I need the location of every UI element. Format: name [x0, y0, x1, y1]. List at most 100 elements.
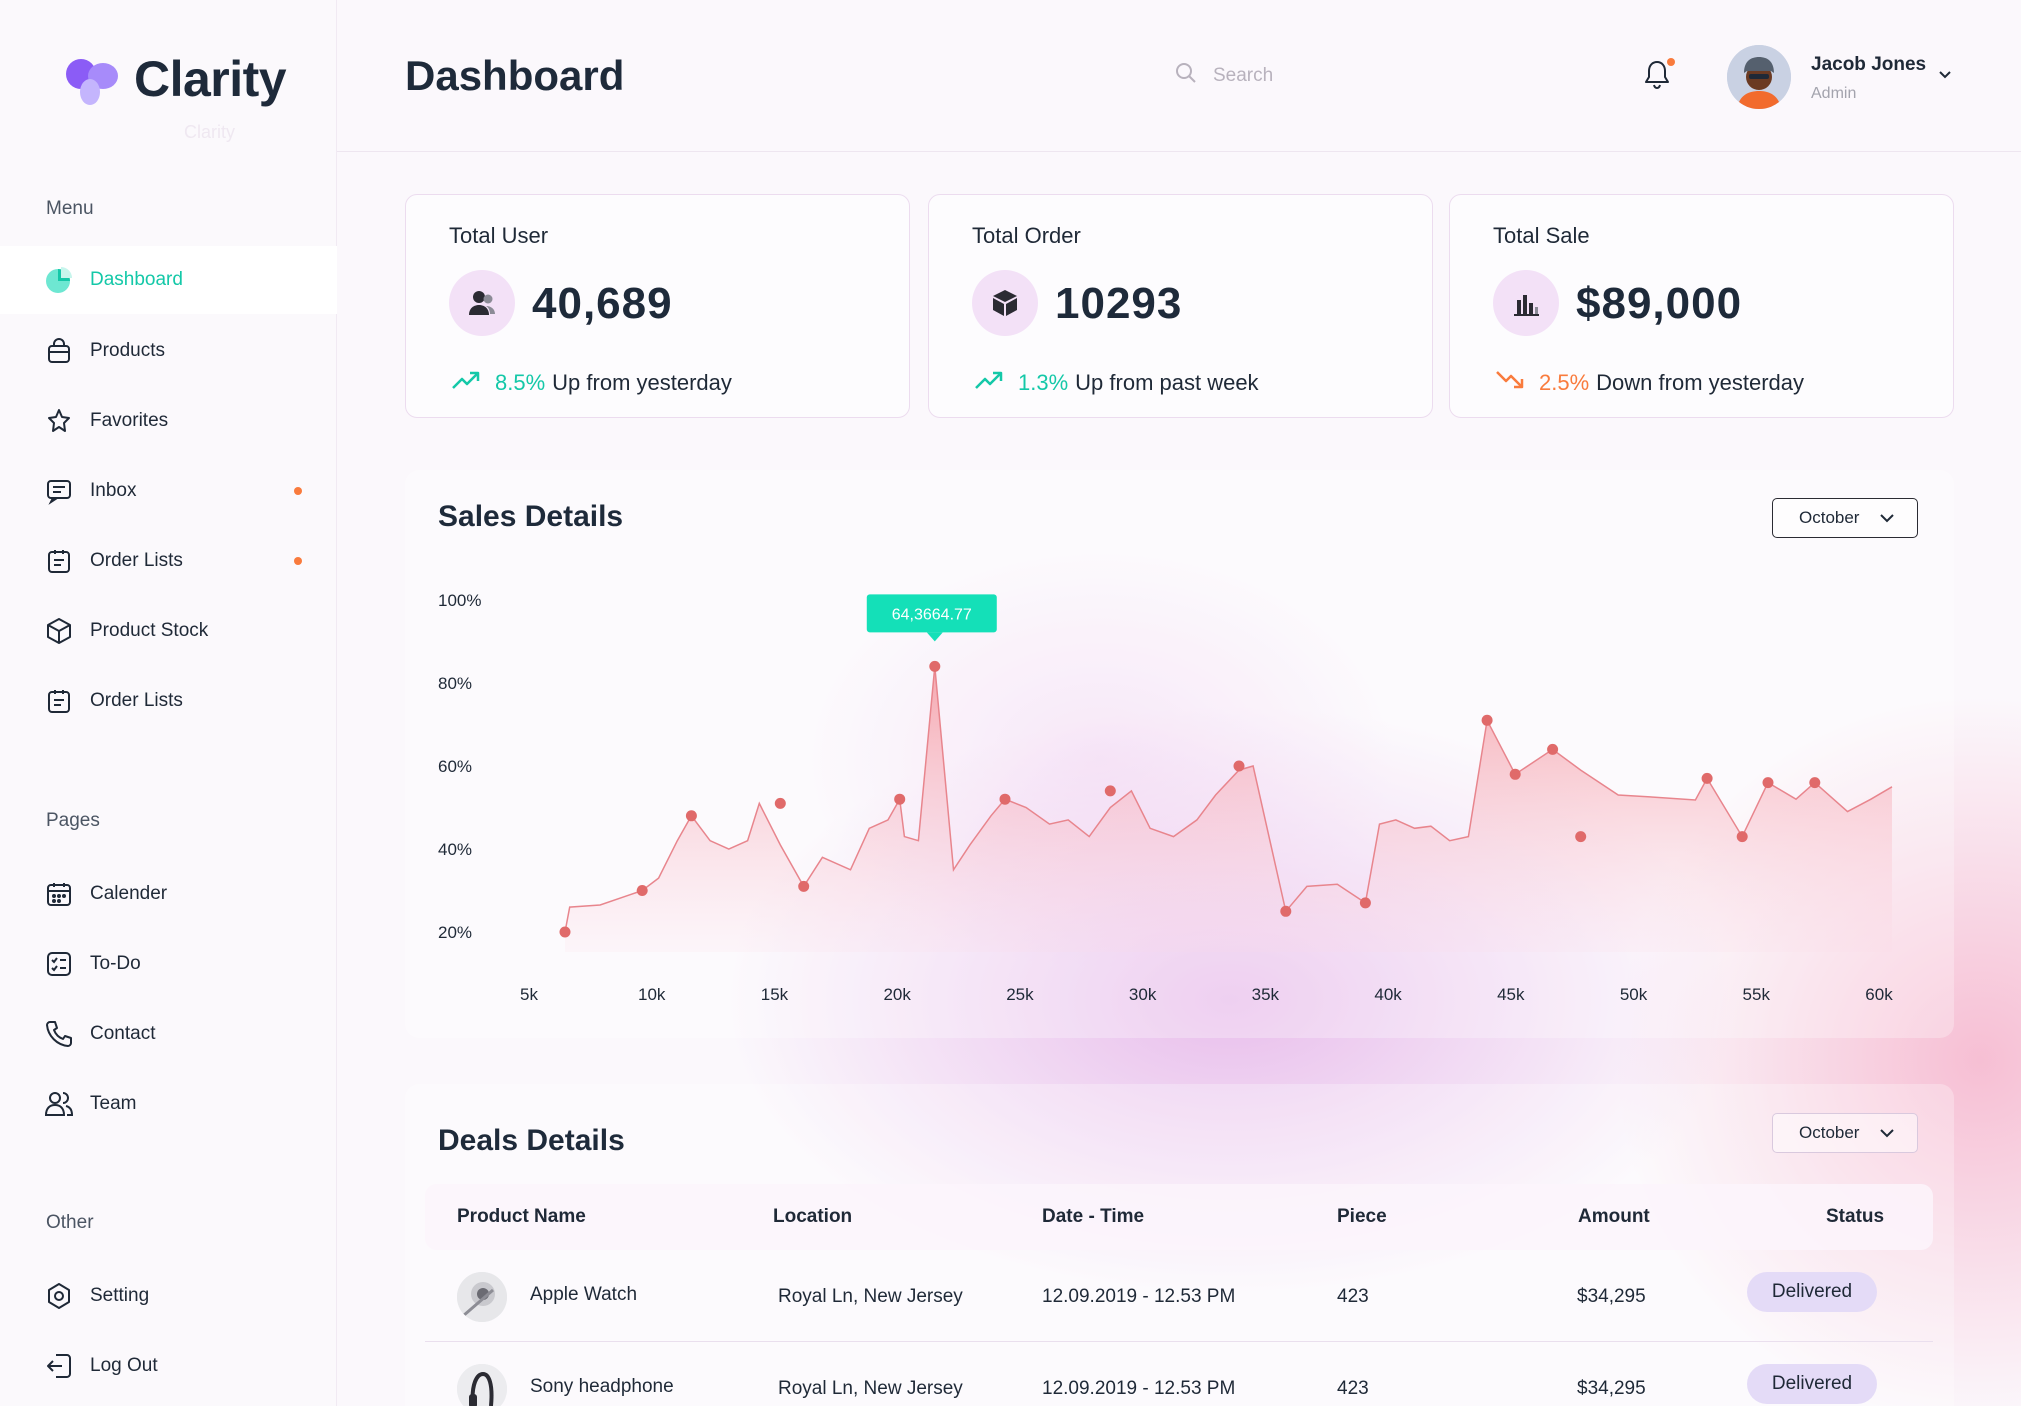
brand-logo[interactable]: Clarity [66, 50, 287, 108]
x-tick-label: 10k [638, 985, 666, 1004]
amount: $34,295 [1577, 1378, 1646, 1399]
date-time: 12.09.2019 - 12.53 PM [1042, 1378, 1236, 1399]
x-tick-label: 55k [1743, 985, 1771, 1004]
sales-chart: 100% 80% 60% 40% 20% 5k 10k 15k 20k 25k 30k 35k 40k 4… [438, 591, 1893, 1004]
sidebar-item-product-stock[interactable]: Product Stock [0, 597, 337, 665]
stat-title: Total User [449, 223, 549, 248]
location: Royal Ln, New Jersey [778, 1286, 963, 1307]
x-tick-label: 35k [1252, 985, 1280, 1004]
x-tick-label: 25k [1006, 985, 1034, 1004]
column-header[interactable]: Date - Time [1042, 1206, 1145, 1227]
search-bar[interactable] [1175, 62, 1413, 89]
product-name: Sony headphone [530, 1376, 674, 1397]
bar-chart-icon [1493, 270, 1559, 336]
location: Royal Ln, New Jersey [778, 1378, 963, 1399]
column-header[interactable]: Location [773, 1206, 853, 1227]
deals-details-panel: Deals Details October Product Name Locat… [405, 1084, 1954, 1406]
sidebar-item-log-out[interactable]: Log Out [0, 1332, 337, 1400]
data-point [636, 885, 648, 896]
menu-section-label: Menu [46, 198, 94, 219]
gear-icon [44, 1281, 74, 1311]
piece: 423 [1337, 1378, 1369, 1399]
pages-section-label: Pages [46, 810, 100, 831]
y-tick-label: 80% [438, 674, 472, 693]
trend-up-icon [974, 370, 1004, 396]
sidebar-item-order-lists[interactable]: Order Lists [0, 527, 337, 595]
stat-trend-text: Up from past week [1075, 370, 1259, 395]
sidebar-item-label: Contact [90, 1023, 156, 1044]
avatar[interactable] [1727, 45, 1791, 109]
stat-value: 10293 [1055, 279, 1183, 328]
column-header[interactable]: Status [1826, 1206, 1885, 1227]
stat-trend-text: Down from yesterday [1596, 370, 1805, 395]
pie-chart-icon [44, 265, 74, 295]
sidebar-item-products[interactable]: Products [0, 317, 337, 385]
clipboard-icon [44, 546, 74, 576]
product-name: Apple Watch [530, 1284, 638, 1305]
x-tick-label: 30k [1129, 985, 1157, 1004]
stat-percent: 2.5% [1539, 370, 1590, 395]
user-name: Jacob Jones [1811, 54, 1927, 75]
data-point [1509, 768, 1521, 780]
x-tick-label: 50k [1620, 985, 1648, 1004]
stat-trend: 2.5% Down from yesterday [1495, 370, 1804, 396]
checklist-icon [44, 949, 74, 979]
sidebar-item-label: Team [90, 1093, 137, 1114]
x-tick-label: 20k [883, 985, 911, 1004]
table-row[interactable]: Apple Watch Royal Ln, New Jersey 12.09.2… [425, 1250, 1933, 1342]
sidebar-item-calender[interactable]: Calender [0, 860, 337, 928]
sidebar-item-dashboard[interactable]: Dashboard [0, 246, 337, 314]
y-tick-label: 20% [438, 923, 472, 942]
notification-dot [294, 487, 302, 495]
sidebar-item-label: Calender [90, 883, 168, 904]
top-header: Dashboard Jacob Jones Admin [337, 0, 2021, 152]
table-row[interactable]: Sony headphone Royal Ln, New Jersey 12.0… [425, 1342, 1933, 1406]
brand-ghost-text: Clarity [184, 122, 236, 142]
message-icon [44, 476, 74, 506]
date-time: 12.09.2019 - 12.53 PM [1042, 1286, 1236, 1307]
sidebar-item-team[interactable]: Team [0, 1070, 337, 1138]
status-badge: Delivered [1747, 1364, 1877, 1404]
search-icon [1175, 62, 1197, 89]
column-header[interactable]: Piece [1337, 1206, 1387, 1227]
sidebar-item-setting[interactable]: Setting [0, 1262, 337, 1330]
sidebar: Clarity Clarity Menu Dashboard Products … [0, 0, 337, 1406]
x-tick-label: 45k [1497, 985, 1525, 1004]
amount: $34,295 [1577, 1286, 1646, 1307]
sidebar-item-inbox[interactable]: Inbox [0, 457, 337, 525]
column-header[interactable]: Product Name [457, 1206, 586, 1227]
user-role: Admin [1811, 85, 1857, 102]
search-input[interactable] [1213, 64, 1413, 87]
box-icon [44, 616, 74, 646]
stat-trend: 8.5% Up from yesterday [451, 370, 732, 396]
sales-month-dropdown[interactable]: October [1772, 498, 1918, 538]
tooltip-arrow [926, 632, 943, 642]
column-header[interactable]: Amount [1578, 1206, 1650, 1227]
sidebar-item-label: To-Do [90, 953, 141, 974]
data-point [1736, 831, 1748, 843]
x-tick-label: 60k [1865, 985, 1893, 1004]
data-point [1701, 772, 1713, 784]
stat-trend: 1.3% Up from past week [974, 370, 1259, 396]
stat-title: Total Order [972, 223, 1081, 248]
sidebar-item-to-do[interactable]: To-Do [0, 930, 337, 998]
data-point [1280, 905, 1292, 917]
sidebar-item-order-lists-2[interactable]: Order Lists [0, 667, 337, 735]
stat-value: $89,000 [1576, 279, 1743, 328]
data-point [999, 793, 1011, 805]
sidebar-item-label: Favorites [90, 410, 169, 431]
team-icon [44, 1089, 74, 1119]
sales-details-panel: Sales Details October 100% 80% 60% 40% 20% 5k… [405, 470, 1954, 1038]
data-point [1547, 743, 1559, 755]
sidebar-item-favorites[interactable]: Favorites [0, 387, 337, 455]
clarity-logo-icon [66, 53, 120, 105]
calendar-icon [44, 879, 74, 909]
data-point [929, 660, 941, 672]
data-point [1762, 777, 1774, 789]
user-menu-toggle[interactable] [1933, 64, 1957, 88]
sidebar-item-contact[interactable]: Contact [0, 1000, 337, 1068]
notification-bell[interactable] [1643, 58, 1675, 92]
y-tick-label: 40% [438, 840, 472, 859]
deals-month-dropdown[interactable]: October [1772, 1113, 1918, 1153]
page-title: Dashboard [405, 52, 625, 99]
